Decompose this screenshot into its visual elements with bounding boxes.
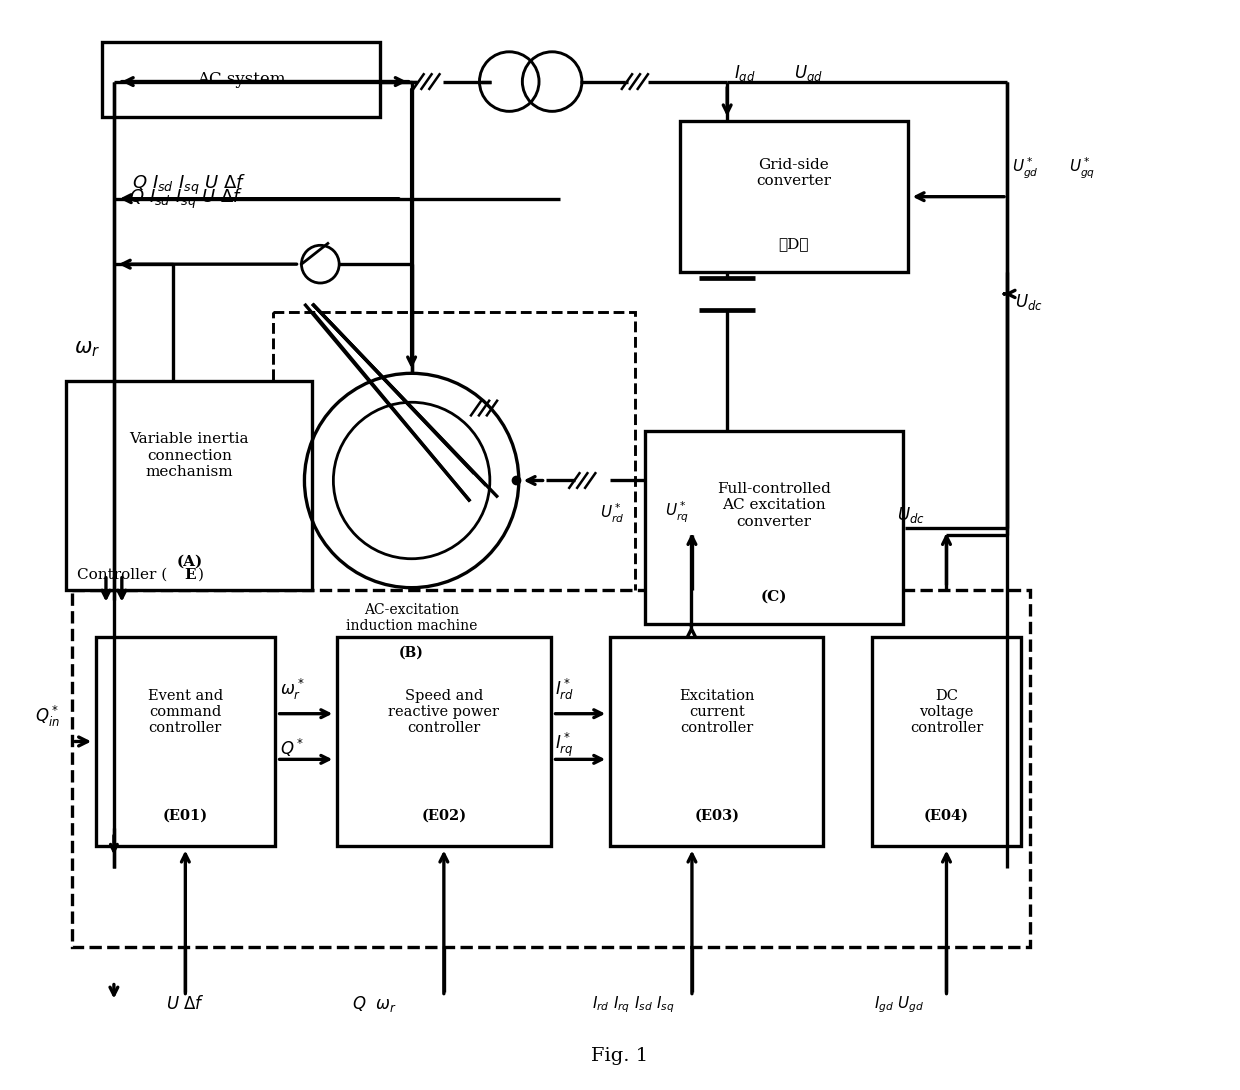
Text: E: E [185,568,196,582]
Text: $U^*_{gd}$: $U^*_{gd}$ [1012,156,1039,181]
Text: $U_{dc}$: $U_{dc}$ [1016,292,1043,312]
Text: $I^*_{rd}$: $I^*_{rd}$ [556,677,574,702]
Text: Grid-side
converter: Grid-side converter [756,158,831,187]
Text: $Q^*_{in}$: $Q^*_{in}$ [35,704,60,729]
Text: Event and
command
controller: Event and command controller [148,689,223,735]
Text: DC
voltage
controller: DC voltage controller [910,689,983,735]
Text: $U_{dc}$: $U_{dc}$ [897,505,925,525]
Text: (C): (C) [760,590,787,604]
Text: (E01): (E01) [162,809,208,823]
Text: $U^*_{rq}$: $U^*_{rq}$ [665,500,688,525]
Text: (E02): (E02) [422,809,466,823]
Text: (A): (A) [176,555,202,569]
Bar [102,41,379,118]
Text: Full-controlled
AC excitation
converter: Full-controlled AC excitation converter [717,482,831,529]
Text: Speed and
reactive power
controller: Speed and reactive power controller [388,689,500,735]
Text: $U_{gd}$: $U_{gd}$ [794,64,822,87]
Text: (E03): (E03) [694,809,739,823]
Text: (B): (B) [399,645,424,659]
Bar [95,638,275,846]
Text: $Q\ \ \omega_r$: $Q\ \ \omega_r$ [352,994,397,1015]
Text: （D）: （D） [779,238,808,252]
Text: $U\ \Delta f$: $U\ \Delta f$ [165,995,205,1014]
Text: Controller (: Controller ( [77,568,167,582]
Bar [66,382,312,590]
Text: $\omega^*_r$: $\omega^*_r$ [280,677,304,702]
Text: $I^*_{rq}$: $I^*_{rq}$ [556,731,574,760]
Bar [645,431,903,625]
Text: Variable inertia
connection
mechanism: Variable inertia connection mechanism [129,433,249,479]
Text: $I_{rd}\ I_{rq}\ I_{sd}\ I_{sq}$: $I_{rd}\ I_{rq}\ I_{sd}\ I_{sq}$ [593,994,675,1015]
Text: $I_{gd}$: $I_{gd}$ [734,64,756,87]
Text: $Q\ I_{sd}\ I_{sq}\ U\ \Delta f$: $Q\ I_{sd}\ I_{sq}\ U\ \Delta f$ [131,172,247,197]
Text: AC-excitation
induction machine: AC-excitation induction machine [346,603,477,633]
Text: $Q\ I_{sd}\ I_{sq}\ U\ \Delta f$: $Q\ I_{sd}\ I_{sq}\ U\ \Delta f$ [129,186,243,210]
Text: Excitation
current
controller: Excitation current controller [680,689,754,735]
Text: AC system: AC system [197,71,285,88]
Bar [610,638,823,846]
Bar [680,121,908,272]
Text: $U^*_{rd}$: $U^*_{rd}$ [600,502,625,525]
Text: Fig. 1: Fig. 1 [591,1047,649,1065]
Bar [337,638,551,846]
Text: $Q^*$: $Q^*$ [280,737,304,760]
Text: (E04): (E04) [924,809,968,823]
Text: ): ) [198,568,205,582]
Text: $\omega_r$: $\omega_r$ [74,340,100,360]
Bar [273,312,635,664]
Bar [872,638,1021,846]
Bar [72,590,1030,947]
Text: $I_{gd}\ U_{gd}$: $I_{gd}\ U_{gd}$ [874,994,924,1015]
Text: $U^*_{gq}$: $U^*_{gq}$ [1069,156,1095,181]
